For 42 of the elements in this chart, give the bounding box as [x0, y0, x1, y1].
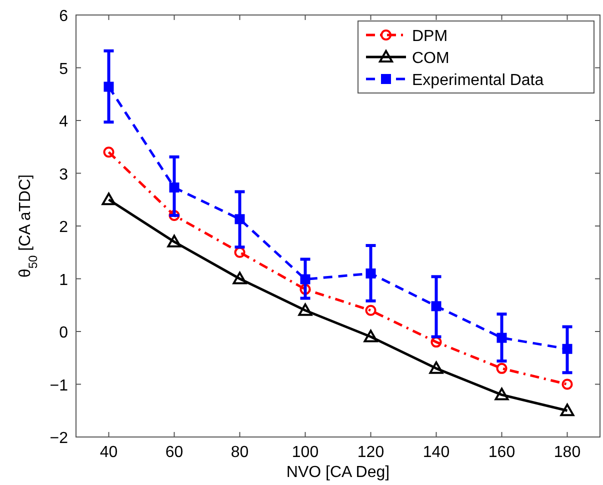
point — [560, 404, 574, 416]
point — [298, 303, 312, 316]
point — [429, 361, 444, 374]
y-tick-label: 2 — [59, 219, 68, 236]
point — [300, 274, 310, 284]
x-tick-label: 40 — [100, 444, 118, 461]
point — [364, 330, 378, 342]
point — [562, 344, 572, 354]
x-axis-title: NVO [CA Deg] — [286, 464, 390, 481]
point — [167, 234, 182, 248]
x-tick-label: 160 — [488, 444, 516, 461]
x-tick-label: 120 — [357, 444, 384, 461]
x-tick-label: 100 — [292, 444, 319, 461]
point — [103, 146, 114, 158]
point — [104, 82, 114, 92]
y-tick-label: 4 — [59, 114, 68, 130]
y-tick-label: 5 — [59, 60, 68, 78]
y-tick-label: 0 — [59, 324, 68, 342]
point — [102, 192, 116, 206]
point — [431, 301, 442, 312]
x-tick-label: 140 — [422, 444, 450, 461]
point — [300, 284, 311, 295]
x-tick-label: 80 — [230, 444, 249, 461]
point — [562, 378, 573, 390]
y-tick-label: −1 — [50, 377, 68, 394]
x-tick-label: 180 — [554, 444, 581, 461]
point — [232, 272, 247, 284]
y-tick-label: 3 — [59, 166, 68, 184]
x-tick-label: 60 — [165, 444, 184, 461]
point — [496, 332, 507, 343]
point — [365, 304, 376, 316]
point — [234, 214, 245, 224]
y-tick-label: 6 — [59, 8, 68, 25]
point — [494, 388, 509, 400]
y-tick-label: 1 — [59, 272, 68, 289]
y-tick-label: −2 — [50, 430, 68, 447]
legend-label: DPM — [412, 28, 448, 45]
point — [366, 268, 376, 278]
point — [496, 362, 508, 374]
legend-label: Experimental Data — [412, 72, 544, 89]
point — [169, 182, 180, 192]
legend-label: COM — [412, 50, 450, 67]
